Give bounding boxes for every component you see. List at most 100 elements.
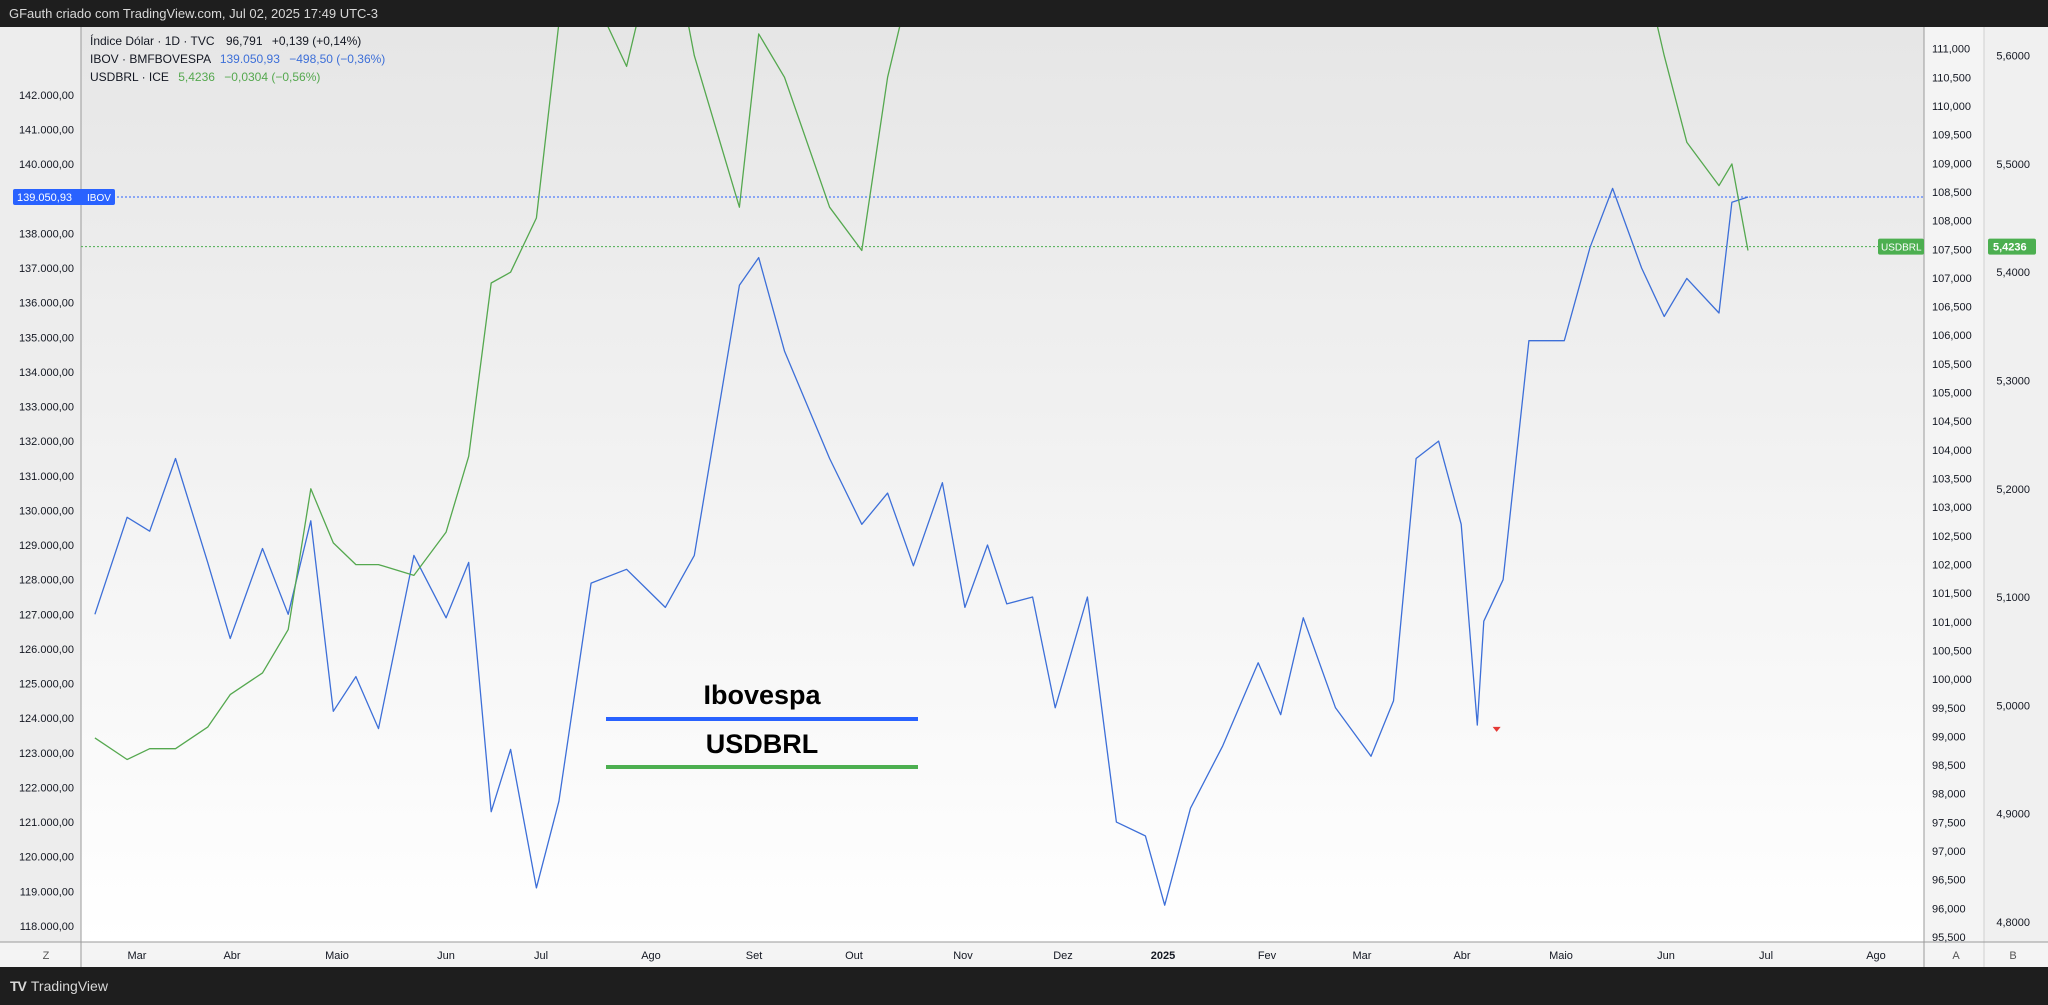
legend-dxy-value: 96,791 xyxy=(226,34,263,48)
plot-area[interactable] xyxy=(81,27,1924,942)
dxy-axis-tick-label: 109,500 xyxy=(1932,130,1972,142)
left-axis-tick-label: 135.000,00 xyxy=(19,332,74,344)
left-axis-tick-label: 141.000,00 xyxy=(19,124,74,136)
brand-name: TradingView xyxy=(30,978,108,994)
left-axis-tick-label: 140.000,00 xyxy=(19,159,74,171)
series-layer xyxy=(94,27,1749,906)
dxy-axis-tick-label: 102,500 xyxy=(1932,531,1972,543)
usdbrl-price-tag: USDBRL 5,4236 xyxy=(1878,238,2036,255)
dxy-axis-tick-label: 101,500 xyxy=(1932,588,1972,600)
tradingview-brand[interactable]: TV TradingView xyxy=(10,978,108,994)
usdbrl-axis-tick-label: 5,0000 xyxy=(1996,700,2030,712)
left-axis-tick-label: 118.000,00 xyxy=(20,921,74,933)
dxy-axis-tick-label: 98,000 xyxy=(1932,789,1966,801)
left-axis-tick-label: 123.000,00 xyxy=(19,748,74,760)
left-axis-tick-label: 137.000,00 xyxy=(19,263,74,275)
usdbrl-tag-value-bg xyxy=(1988,238,2036,255)
left-axis-tick-label: 120.000,00 xyxy=(19,852,74,864)
legend-ibov-name: IBOV · BMFBOVESPA xyxy=(90,52,211,66)
left-axis-tick-label: 124.000,00 xyxy=(19,713,74,725)
usdbrl-tag-name: USDBRL xyxy=(1881,243,1922,254)
dxy-axis-tick-label: 106,500 xyxy=(1932,302,1972,314)
x-axis-tick-label: Abr xyxy=(223,950,240,962)
dxy-axis-tick-label: 107,000 xyxy=(1932,273,1972,285)
dxy-axis-tick-label: 100,000 xyxy=(1932,674,1972,686)
x-axis-tick-label: Nov xyxy=(953,950,973,962)
dxy-axis-tick-label: 110,500 xyxy=(1932,72,1971,84)
legend-line-dxy: Índice Dólar · 1D · TVC 96,791 +0,139 (+… xyxy=(90,33,361,48)
chart[interactable]: 142.000,00141.000,00140.000,00139.000,00… xyxy=(0,27,2048,967)
left-axis-tick-label: 133.000,00 xyxy=(19,402,74,414)
x-axis-tick-label: Maio xyxy=(1549,950,1573,962)
left-axis-tick-label: 121.000,00 xyxy=(19,817,74,829)
footer-bar: TV TradingView xyxy=(0,967,2048,1005)
left-axis-tick-label: 138.000,00 xyxy=(19,228,74,240)
x-axis-tick-label: Set xyxy=(746,950,763,962)
annotation-usdbrl-text: USDBRL xyxy=(706,729,819,759)
ibov-tag-bg xyxy=(13,188,115,205)
dxy-axis-tick-label: 109,000 xyxy=(1932,158,1972,170)
left-axis-tick-label: 136.000,00 xyxy=(19,298,74,310)
usdbrl-axis-tick-label: 5,2000 xyxy=(1996,484,2030,496)
x-axis-tick-label: Jul xyxy=(1759,950,1773,962)
x-axis-tick-label: Jun xyxy=(437,950,455,962)
left-axis-tick-label: 128.000,00 xyxy=(19,575,74,587)
left-axis-tick-label: 134.000,00 xyxy=(19,367,74,379)
dxy-axis-tick-label: 108,000 xyxy=(1932,216,1972,228)
x-axis-tick-label: Maio xyxy=(325,950,349,962)
dxy-axis-tick-label: 96,500 xyxy=(1932,875,1966,887)
dxy-axis-tick-label: 102,000 xyxy=(1932,559,1972,571)
time-axis-pane[interactable] xyxy=(0,942,2048,967)
x-axis-tick-label: Dez xyxy=(1053,950,1073,962)
left-axis-tick-label: 131.000,00 xyxy=(19,471,74,483)
usdbrl-axis-tick-label: 5,1000 xyxy=(1996,592,2030,604)
left-axis-tick-label: 132.000,00 xyxy=(19,436,74,448)
dxy-axis-tick-label: 96,000 xyxy=(1932,903,1966,915)
left-axis-tick-label: 122.000,00 xyxy=(19,782,74,794)
legend-dxy-name: Índice Dólar · 1D · TVC xyxy=(90,33,215,48)
dxy-axis-tick-label: 107,500 xyxy=(1932,244,1972,256)
legend-ibov-change: −498,50 (−0,36%) xyxy=(289,52,385,66)
right-axis-pane-usdbrl[interactable] xyxy=(1984,27,2048,967)
dxy-axis-tick-label: 105,000 xyxy=(1932,388,1972,400)
ibov-tag-value: 139.050,93 xyxy=(17,192,72,204)
right-axis-pane-dxy[interactable] xyxy=(1924,27,1984,967)
legend: Índice Dólar · 1D · TVC 96,791 +0,139 (+… xyxy=(90,33,385,84)
x-axis-tick-label: 2025 xyxy=(1151,950,1175,962)
dxy-axis-tick-label: 99,000 xyxy=(1932,731,1966,743)
legend-ibov-value: 139.050,93 xyxy=(220,52,280,66)
dxy-axis-tick-label: 97,500 xyxy=(1932,817,1966,829)
ibov-price-tag: 139.050,93 IBOV xyxy=(13,188,115,205)
x-axis-tick-label: Out xyxy=(845,950,863,962)
usdbrl-axis-tick-label: 4,9000 xyxy=(1996,809,2030,821)
dxy-axis-tick-label: 99,500 xyxy=(1932,703,1966,715)
attribution-bar: GFauth criado com TradingView.com, Jul 0… xyxy=(0,0,2048,27)
left-axis-tick-label: 142.000,00 xyxy=(19,90,74,102)
legend-dxy-change: +0,139 (+0,14%) xyxy=(272,34,361,48)
scale-a-button[interactable]: A xyxy=(1952,950,1960,962)
legend-line-usdbrl: USDBRL · ICE 5,4236 −0,0304 (−0,56%) xyxy=(90,70,320,84)
usdbrl-axis-tick-label: 5,6000 xyxy=(1996,51,2030,63)
dxy-axis-tick-label: 100,500 xyxy=(1932,645,1972,657)
x-axis-ticks: Mar Abr Maio Jun Jul Ago Set Out Nov Dez 2025 Fev Ma… xyxy=(128,950,1886,962)
usdbrl-axis-tick-label: 5,3000 xyxy=(1996,376,2030,388)
right-dxy-axis-ticks: 111,000 110,500 110,000 109,500 109,000 108,5… xyxy=(1932,44,1972,944)
usdbrl-tag-name-bg xyxy=(1878,238,1924,255)
scale-b-button[interactable]: B xyxy=(2009,950,2016,962)
dxy-axis-tick-label: 98,500 xyxy=(1932,760,1966,772)
left-axis-pane[interactable] xyxy=(0,27,81,967)
dxy-axis-tick-label: 108,500 xyxy=(1932,187,1972,199)
dxy-axis-tick-label: 101,000 xyxy=(1932,617,1972,629)
series-line-usdbrl xyxy=(94,27,1749,761)
left-axis-tick-label: 119.000,00 xyxy=(20,886,74,898)
dxy-axis-tick-label: 103,000 xyxy=(1932,502,1972,514)
legend-usdbrl-change: −0,0304 (−0,56%) xyxy=(224,70,320,84)
annotation-box[interactable]: Ibovespa USDBRL xyxy=(606,680,918,769)
dxy-axis-tick-label: 106,000 xyxy=(1932,330,1972,342)
tradingview-logo-icon: TV xyxy=(10,978,27,994)
auto-scale-left-button[interactable]: Z xyxy=(43,950,50,962)
left-axis-tick-label: 125.000,00 xyxy=(19,679,74,691)
usdbrl-axis-tick-label: 5,4000 xyxy=(1996,267,2030,279)
x-axis-tick-label: Ago xyxy=(641,950,661,962)
left-y-axis-ticks: 142.000,00141.000,00140.000,00139.000,00… xyxy=(19,90,74,933)
